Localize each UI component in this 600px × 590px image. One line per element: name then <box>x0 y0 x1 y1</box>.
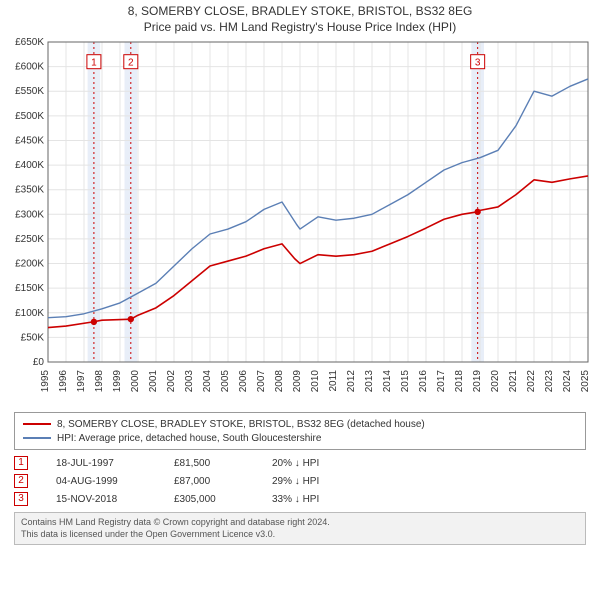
svg-text:£250K: £250K <box>15 234 44 245</box>
chart-titles: 8, SOMERBY CLOSE, BRADLEY STOKE, BRISTOL… <box>0 4 600 34</box>
legend-swatch <box>23 437 51 439</box>
svg-text:£600K: £600K <box>15 62 44 73</box>
event-price: £87,000 <box>174 476 244 487</box>
svg-text:2023: 2023 <box>544 370 555 393</box>
svg-text:2005: 2005 <box>220 370 231 393</box>
svg-text:£150K: £150K <box>15 283 44 294</box>
svg-text:1995: 1995 <box>40 370 51 393</box>
svg-text:2016: 2016 <box>418 370 429 393</box>
svg-text:2019: 2019 <box>472 370 483 393</box>
svg-text:2021: 2021 <box>508 370 519 393</box>
svg-text:£500K: £500K <box>15 111 44 122</box>
svg-text:2013: 2013 <box>364 370 375 393</box>
event-row: 1 18-JUL-1997 £81,500 20% ↓ HPI <box>14 454 586 472</box>
legend-row: HPI: Average price, detached house, Sout… <box>23 431 577 445</box>
svg-text:1998: 1998 <box>94 370 105 393</box>
svg-text:2: 2 <box>128 58 134 69</box>
svg-text:2012: 2012 <box>346 370 357 393</box>
svg-text:£0: £0 <box>33 357 45 368</box>
event-diff: 29% ↓ HPI <box>272 476 362 487</box>
svg-text:2025: 2025 <box>580 370 591 393</box>
chart-area: £0 £50K £100K £150K £200K £250K £300K £350K £400… <box>0 36 600 406</box>
svg-text:2014: 2014 <box>382 370 393 393</box>
svg-text:2011: 2011 <box>328 370 339 392</box>
footer-line1: Contains HM Land Registry data © Crown c… <box>21 517 579 529</box>
title-main: 8, SOMERBY CLOSE, BRADLEY STOKE, BRISTOL… <box>0 4 600 18</box>
event-date: 18-JUL-1997 <box>56 458 146 469</box>
svg-text:2020: 2020 <box>490 370 501 393</box>
line-chart-svg: £0 £50K £100K £150K £200K £250K £300K £350K £400… <box>0 36 600 406</box>
svg-text:£650K: £650K <box>15 37 44 48</box>
svg-text:2010: 2010 <box>310 370 321 393</box>
legend-label: 8, SOMERBY CLOSE, BRADLEY STOKE, BRISTOL… <box>57 419 425 430</box>
svg-text:£200K: £200K <box>15 259 44 270</box>
svg-text:2015: 2015 <box>400 370 411 393</box>
svg-text:2024: 2024 <box>562 370 573 393</box>
event-price: £305,000 <box>174 494 244 505</box>
event-diff: 20% ↓ HPI <box>272 458 362 469</box>
event-row: 2 04-AUG-1999 £87,000 29% ↓ HPI <box>14 472 586 490</box>
svg-text:2004: 2004 <box>202 370 213 393</box>
svg-text:2000: 2000 <box>130 370 141 393</box>
svg-text:£550K: £550K <box>15 86 44 97</box>
svg-text:£450K: £450K <box>15 135 44 146</box>
legend-label: HPI: Average price, detached house, Sout… <box>57 433 321 444</box>
event-number-badge: 1 <box>14 456 28 470</box>
svg-text:£50K: £50K <box>21 332 45 343</box>
event-row: 3 15-NOV-2018 £305,000 33% ↓ HPI <box>14 490 586 508</box>
svg-text:2008: 2008 <box>274 370 285 393</box>
svg-text:2018: 2018 <box>454 370 465 393</box>
svg-text:2006: 2006 <box>238 370 249 393</box>
event-price: £81,500 <box>174 458 244 469</box>
legend-box: 8, SOMERBY CLOSE, BRADLEY STOKE, BRISTOL… <box>14 412 586 450</box>
svg-text:2022: 2022 <box>526 370 537 393</box>
svg-text:1: 1 <box>91 58 97 69</box>
event-date: 15-NOV-2018 <box>56 494 146 505</box>
svg-text:£400K: £400K <box>15 160 44 171</box>
footer-line2: This data is licensed under the Open Gov… <box>21 529 579 541</box>
event-diff: 33% ↓ HPI <box>272 494 362 505</box>
event-number-badge: 3 <box>14 492 28 506</box>
svg-text:£350K: £350K <box>15 185 44 196</box>
svg-text:1999: 1999 <box>112 370 123 393</box>
svg-text:2001: 2001 <box>148 370 159 393</box>
svg-text:2009: 2009 <box>292 370 303 393</box>
svg-text:2002: 2002 <box>166 370 177 393</box>
svg-text:1996: 1996 <box>58 370 69 393</box>
legend-swatch <box>23 423 51 425</box>
events-table: 1 18-JUL-1997 £81,500 20% ↓ HPI 2 04-AUG-1999… <box>14 454 586 508</box>
event-number-badge: 2 <box>14 474 28 488</box>
svg-text:3: 3 <box>475 58 481 69</box>
title-sub: Price paid vs. HM Land Registry's House … <box>0 20 600 34</box>
footer-note: Contains HM Land Registry data © Crown c… <box>14 512 586 545</box>
legend-row: 8, SOMERBY CLOSE, BRADLEY STOKE, BRISTOL… <box>23 417 577 431</box>
svg-text:2017: 2017 <box>436 370 447 393</box>
svg-text:£100K: £100K <box>15 308 44 319</box>
event-date: 04-AUG-1999 <box>56 476 146 487</box>
svg-text:£300K: £300K <box>15 209 44 220</box>
svg-text:1997: 1997 <box>76 370 87 393</box>
svg-text:2003: 2003 <box>184 370 195 393</box>
svg-text:2007: 2007 <box>256 370 267 393</box>
